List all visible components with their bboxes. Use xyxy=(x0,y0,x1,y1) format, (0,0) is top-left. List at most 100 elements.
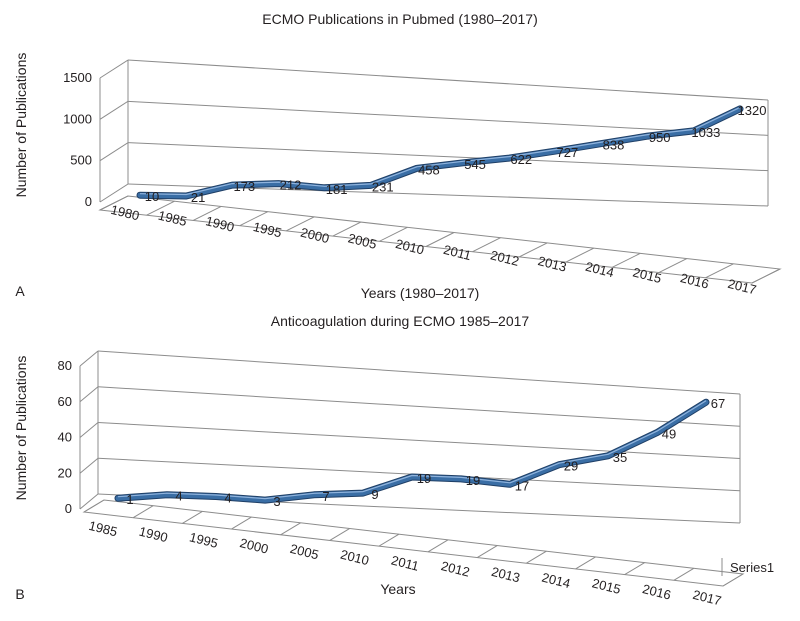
data-label: 173 xyxy=(233,179,255,194)
y-tick-label: 1000 xyxy=(63,111,92,126)
floor-tick xyxy=(379,226,408,242)
panel-label: A xyxy=(15,283,25,299)
floor-tick xyxy=(425,232,455,247)
floor-tick xyxy=(722,573,744,587)
x-tick-label: 2013 xyxy=(536,253,568,275)
data-label: 4 xyxy=(224,491,231,506)
y-tick-label: 40 xyxy=(58,430,72,445)
floor-tick xyxy=(280,522,301,536)
floor-tick xyxy=(612,252,641,268)
gridline-side xyxy=(79,350,99,367)
x-tick-label: 2014 xyxy=(584,259,616,281)
y-tick-label: 0 xyxy=(65,501,72,516)
series-line xyxy=(137,106,743,199)
data-label: 4 xyxy=(175,489,182,504)
data-label: 1320 xyxy=(738,103,767,118)
x-tick-label: 1990 xyxy=(138,524,170,546)
floor-tick xyxy=(378,533,400,547)
data-label: 458 xyxy=(418,162,440,177)
data-label: 231 xyxy=(372,179,394,194)
gridline xyxy=(97,422,741,459)
data-label: 1 xyxy=(126,492,133,507)
x-tick-label: 2010 xyxy=(339,547,371,569)
floor-tick xyxy=(132,505,154,519)
x-tick-label: 2000 xyxy=(238,535,270,557)
data-label: 10 xyxy=(145,189,159,204)
data-label: 7 xyxy=(322,489,329,504)
floor-tick xyxy=(146,200,175,216)
gridline xyxy=(127,100,769,136)
x-tick-label: 2017 xyxy=(726,276,758,298)
x-tick-label: 2017 xyxy=(691,587,723,609)
gridline-side xyxy=(79,493,99,510)
floor-tick xyxy=(231,516,252,530)
data-label: 17 xyxy=(515,478,529,493)
series-line-highlight xyxy=(117,400,707,500)
floor-tick xyxy=(472,237,501,253)
x-axis-title: Years (1980–2017) xyxy=(361,285,480,301)
data-label: 212 xyxy=(280,178,302,193)
chart-a: 0 500 1000 1500 1980 1985 1990 1995 2000 2005 2010… xyxy=(13,11,782,301)
x-tick-label: 1980 xyxy=(109,202,141,224)
y-axis-title: Number of Publications xyxy=(13,53,29,198)
x-tick-label: 2016 xyxy=(679,270,711,292)
y-tick-label: 1500 xyxy=(63,70,92,85)
floor-tick xyxy=(427,539,449,553)
x-axis-title: Years xyxy=(380,581,415,597)
x-tick-label: 2012 xyxy=(489,247,521,269)
data-label: 727 xyxy=(557,145,579,160)
legend-entry: Series1 xyxy=(730,560,774,575)
y-tick-label: 20 xyxy=(58,465,72,480)
floor-tick xyxy=(329,528,351,541)
series-line xyxy=(115,399,709,503)
data-label: 1033 xyxy=(691,125,720,140)
gridline xyxy=(127,59,769,101)
data-label: 9 xyxy=(371,487,378,502)
gridline xyxy=(97,350,741,395)
gridline xyxy=(97,386,741,427)
y-tick-label: 500 xyxy=(70,153,92,168)
x-tick-label: 2016 xyxy=(641,581,673,603)
data-label: 35 xyxy=(613,450,627,465)
data-label: 19 xyxy=(417,471,431,486)
x-tick-label: 2011 xyxy=(442,242,473,263)
x-tick-label: 2015 xyxy=(631,264,663,286)
x-tick-label: 1985 xyxy=(87,518,119,540)
data-label: 181 xyxy=(326,182,348,197)
y-axis-title: Number of Publications xyxy=(13,356,29,501)
data-label: 545 xyxy=(464,157,486,172)
x-tick-label: 2015 xyxy=(591,575,623,597)
data-label: 19 xyxy=(466,473,480,488)
x-tick-label: 1995 xyxy=(252,219,284,241)
floor-tick xyxy=(518,242,548,258)
floor-tick xyxy=(673,567,695,581)
gridline-side xyxy=(99,142,129,162)
gridline-side xyxy=(99,183,129,203)
y-tick-label: 60 xyxy=(58,394,72,409)
floor-tick xyxy=(239,211,268,227)
floor-tick xyxy=(182,510,203,524)
x-tick-label: 2005 xyxy=(289,541,321,563)
gridline-side xyxy=(79,457,99,474)
floor-tick xyxy=(705,263,734,279)
floor-tick xyxy=(192,205,222,221)
x-tick-label: 1985 xyxy=(157,208,189,230)
floor-tick xyxy=(332,221,362,237)
gridline-side xyxy=(79,386,99,403)
gridline xyxy=(127,142,769,172)
x-tick-label: 2011 xyxy=(390,552,421,573)
x-tick-label: 2000 xyxy=(299,225,331,247)
gridline-side xyxy=(99,59,129,79)
x-tick-label: 2010 xyxy=(394,236,426,258)
gridline-side xyxy=(99,100,129,120)
chart-b: 0 20 40 60 80 1985 1990 1995 2000 2005 2010 2011 201… xyxy=(13,313,774,609)
floor-tick xyxy=(624,562,645,576)
series-line-shadow xyxy=(136,105,744,200)
chart-title: Anticoagulation during ECMO 1985–2017 xyxy=(271,313,530,329)
floor-tick xyxy=(476,545,498,558)
data-label: 838 xyxy=(603,138,625,153)
chart-title: ECMO Publications in Pubmed (1980–2017) xyxy=(262,11,538,27)
data-label: 49 xyxy=(662,427,676,442)
y-tick-label: 80 xyxy=(58,358,72,373)
y-tick-label: 0 xyxy=(85,194,92,209)
